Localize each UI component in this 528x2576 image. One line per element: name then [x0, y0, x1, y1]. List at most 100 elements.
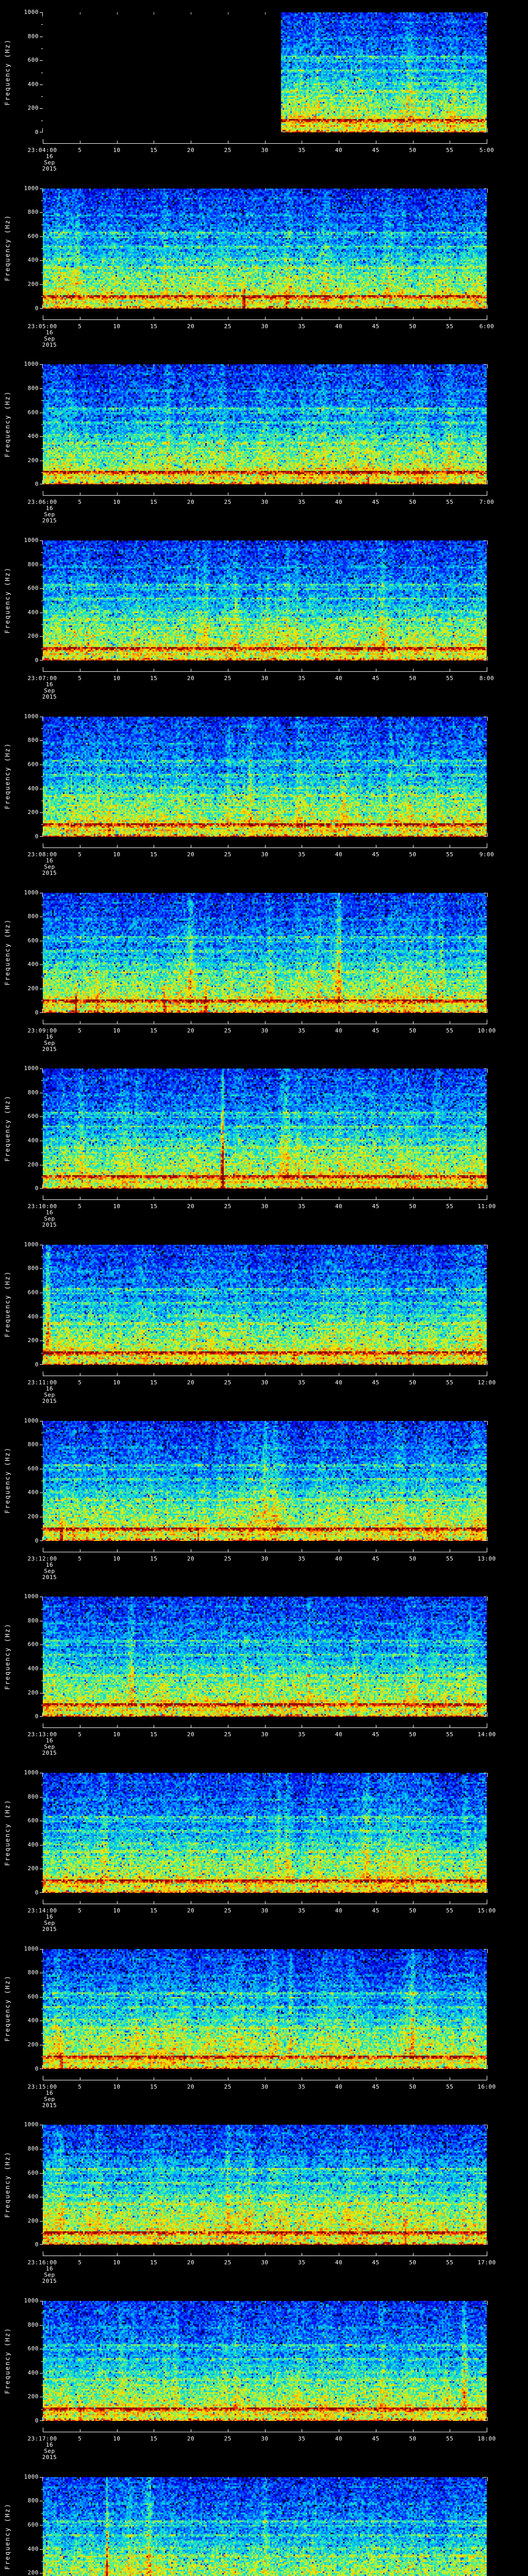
date-month: Sep: [44, 1567, 55, 1574]
y-minor-tick: [485, 728, 487, 730]
x-tick-label: 50: [409, 2083, 417, 2090]
x-tick-label: 5: [78, 2259, 82, 2266]
y-tick: [40, 740, 43, 741]
x-tick: [412, 1372, 414, 1376]
y-tick-label: 1000: [24, 1065, 39, 1072]
x-tick-label: 30: [261, 1379, 269, 1386]
x-tick: [117, 844, 118, 848]
x-tick-label: 10: [113, 1203, 121, 1210]
x-tick-label: 20: [187, 1907, 195, 1914]
y-tick: [484, 540, 487, 541]
y-tick: [40, 2325, 43, 2326]
x-tick: [412, 1197, 414, 1200]
y-tick: [40, 236, 43, 237]
y-tick-label: 1000: [24, 1945, 39, 1952]
y-minor-tick: [41, 200, 43, 201]
x-axis-line: [43, 1727, 487, 1728]
panel-start-time: 23:16:00: [27, 2259, 57, 2266]
top-tick: [265, 1773, 266, 1775]
y-tick-label: 0: [35, 1713, 39, 1720]
date-day: 16: [45, 1033, 54, 1040]
frequency-axis-label: Frequency (Hz): [4, 1975, 11, 2042]
y-minor-tick: [485, 472, 487, 473]
top-tick: [412, 364, 414, 367]
top-tick: [265, 2301, 266, 2303]
spectrogram-image: [43, 2125, 487, 2245]
y-tick: [40, 836, 43, 837]
x-tick: [265, 316, 266, 319]
top-tick: [265, 1244, 266, 1247]
spectrogram-image: [43, 1069, 487, 1189]
date-year: 2015: [42, 1926, 57, 1933]
y-tick-label: 400: [27, 2545, 39, 2552]
y-tick-label: 600: [27, 2345, 39, 2352]
top-tick: [117, 1244, 118, 1247]
y-tick: [40, 364, 43, 365]
plot-corner-tick: [42, 656, 43, 661]
x-tick-label: 10: [113, 851, 121, 858]
date-day: 16: [45, 1737, 54, 1744]
x-tick-label: 20: [187, 1731, 195, 1738]
x-tick-label: 55: [446, 2435, 454, 2443]
x-tick: [412, 844, 414, 848]
x-tick-label: 30: [261, 499, 269, 506]
y-tick: [484, 364, 487, 365]
date-day: 16: [45, 1913, 54, 1920]
plot-corner-tick: [42, 364, 43, 369]
y-tick-label: 0: [35, 2241, 39, 2248]
x-tick: [412, 493, 414, 496]
x-tick-label: 35: [298, 147, 306, 154]
y-minor-tick: [41, 1456, 43, 1458]
y-tick-label: 200: [27, 1689, 39, 1696]
x-tick-label: 5: [78, 2083, 82, 2090]
y-tick-label: 600: [27, 1817, 39, 1824]
top-tick: [412, 188, 414, 191]
frequency-axis-label: Frequency (Hz): [4, 1270, 11, 1337]
y-minor-tick: [485, 48, 487, 49]
y-tick: [40, 2173, 43, 2174]
x-tick: [412, 2253, 414, 2256]
frequency-axis-label: Frequency (Hz): [4, 2151, 11, 2218]
plot-corner-tick: [42, 1244, 43, 1249]
spectrogram-panel: Frequency (Hz) 0 200 400 600 800 1000 5 10 15 20 25…: [0, 1417, 528, 1597]
y-minor-tick: [41, 96, 43, 97]
y-tick: [484, 388, 487, 389]
top-tick: [412, 892, 414, 895]
x-tick-label: 40: [335, 499, 343, 506]
y-minor-tick: [41, 472, 43, 473]
x-tick-label: 40: [335, 1379, 343, 1386]
top-tick: [117, 892, 118, 895]
plot-corner-tick: [42, 480, 43, 485]
date-day: 16: [45, 2265, 54, 2273]
plot-corner-tick: [487, 892, 488, 897]
top-tick: [265, 364, 266, 367]
date-year: 2015: [42, 693, 57, 701]
y-tick-label: 200: [27, 1161, 39, 1168]
x-tick-label: 25: [224, 2435, 232, 2443]
y-tick-label: 800: [27, 384, 39, 392]
plot-corner-tick: [42, 540, 43, 545]
x-tick: [117, 316, 118, 319]
x-tick-label: 15: [150, 675, 158, 682]
top-tick: [117, 12, 118, 14]
y-tick-label: 1000: [24, 2297, 39, 2304]
y-tick: [40, 1364, 43, 1365]
x-tick-label: 40: [335, 2083, 343, 2090]
x-tick-label: 55: [446, 2259, 454, 2266]
y-minor-tick: [41, 1080, 43, 1081]
x-tick-label: 35: [298, 2435, 306, 2443]
y-tick: [40, 2549, 43, 2550]
y-minor-tick: [485, 24, 487, 25]
frequency-axis-label: Frequency (Hz): [4, 38, 11, 106]
x-tick-label: 10: [113, 499, 121, 506]
date-month: Sep: [44, 2095, 55, 2103]
date-year: 2015: [42, 1397, 57, 1404]
plot-corner-tick: [42, 1184, 43, 1189]
top-tick: [412, 2125, 414, 2127]
panel-end-time: 15:00: [477, 1907, 496, 1914]
y-tick: [484, 2549, 487, 2550]
x-tick-label: 25: [224, 851, 232, 858]
y-tick: [40, 1188, 43, 1189]
plot-corner-tick: [487, 832, 488, 837]
x-tick-label: 25: [224, 147, 232, 154]
